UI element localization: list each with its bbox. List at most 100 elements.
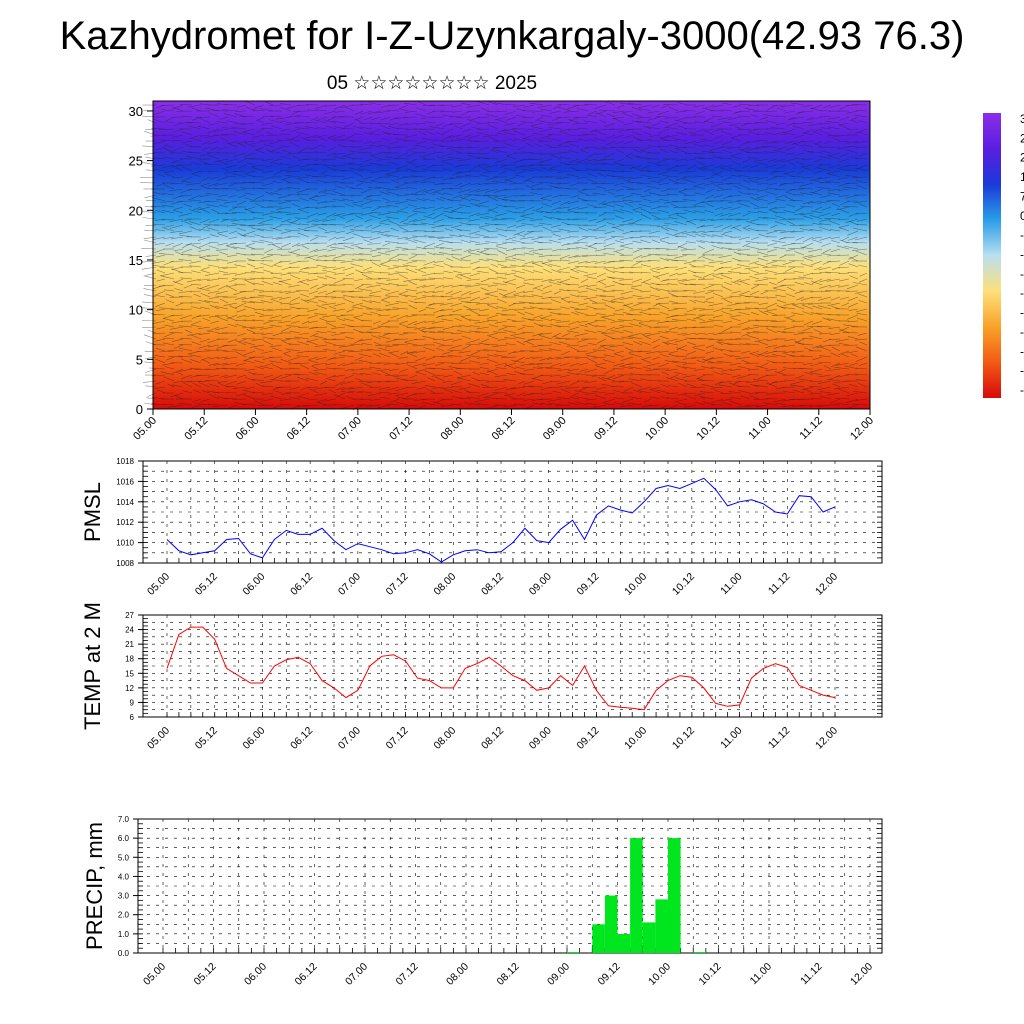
chart-subtitle: 05 ☆☆☆☆☆☆☆☆ 2025	[326, 73, 538, 94]
heatmap-x-tick-label: 10.12	[695, 415, 723, 443]
heatmap-x-tick-label: 09.12	[592, 415, 620, 443]
x-tick-label: 10.12	[697, 961, 724, 988]
y-tick-label: 3.0	[118, 892, 130, 901]
colorbar-label: 1	[1020, 170, 1024, 184]
x-tick-label: 09.00	[527, 725, 554, 752]
x-tick-label: 10.00	[646, 961, 673, 988]
panel-side-ticks	[143, 460, 882, 564]
heatmap-x-tick-label: 09.00	[541, 415, 569, 443]
x-tick-label: 06.12	[288, 571, 315, 598]
y-tick-label: 6.0	[118, 834, 130, 843]
x-tick-label: 06.12	[293, 961, 320, 988]
x-tick-label: 06.12	[288, 725, 315, 752]
heatmap-x-tick-label: 08.00	[438, 415, 466, 443]
panel-side-ticks	[138, 818, 882, 954]
y-tick-label: 1010	[116, 539, 134, 548]
x-tick-label: 11.00	[718, 571, 745, 598]
x-tick-label: 12.00	[813, 571, 840, 598]
colorbar-label: 2	[1020, 131, 1024, 145]
y-tick-label: 6	[130, 713, 135, 722]
heatmap-y-tick-label: 5	[136, 352, 143, 367]
heatmap-x-tick-label: 05.12	[182, 415, 210, 443]
y-tick-label: 1008	[116, 559, 134, 568]
precip-bar	[668, 838, 681, 953]
y-axis-label: PRECIP, mm	[82, 822, 107, 950]
heatmap-y-tick-label: 0	[136, 402, 143, 417]
x-tick-label: 08.00	[431, 725, 458, 752]
precip-bar	[642, 922, 656, 953]
x-tick-label: 09.12	[596, 961, 623, 988]
x-tick-label: 07.12	[384, 725, 411, 752]
colorbar-label: -	[1020, 325, 1024, 339]
y-tick-label: 5.0	[118, 853, 130, 862]
y-tick-label: 1018	[116, 457, 134, 466]
x-tick-label: 10.00	[622, 725, 649, 752]
y-tick-label: 1.0	[118, 930, 130, 939]
heatmap-x-tick-label: 07.00	[336, 415, 364, 443]
precip-bar	[567, 952, 580, 953]
x-tick-label: 05.00	[145, 571, 172, 598]
y-tick-label: 9	[130, 698, 135, 707]
x-tick-label: 10.00	[622, 571, 649, 598]
colorbar-label: 0	[1020, 209, 1024, 223]
y-tick-label: 12	[125, 684, 134, 693]
x-tick-label: 05.00	[141, 961, 168, 988]
x-tick-label: 11.00	[718, 725, 745, 752]
heatmap-x-tick-label: 07.12	[387, 415, 415, 443]
panel-grid	[138, 818, 882, 954]
x-tick-label: 06.00	[240, 571, 267, 598]
x-tick-label: 08.12	[495, 961, 522, 988]
x-tick-label: 06.00	[240, 725, 267, 752]
panel-side-ticks	[143, 614, 882, 718]
colorbar-label: -	[1020, 364, 1024, 378]
x-tick-label: 05.12	[192, 961, 219, 988]
heatmap-x-tick-label: 06.00	[234, 415, 262, 443]
colorbar-label: -	[1020, 228, 1024, 242]
heatmap-x-tick-label: 12.00	[848, 415, 876, 443]
colorbar-label: 2	[1020, 151, 1024, 165]
x-tick-label: 07.00	[336, 571, 363, 598]
y-tick-label: 0.0	[118, 949, 130, 958]
x-tick-label: 07.12	[394, 961, 421, 988]
x-tick-label: 06.00	[242, 961, 269, 988]
heatmap-x-tick-label: 06.12	[285, 415, 313, 443]
x-tick-label: 08.12	[479, 725, 506, 752]
x-tick-label: 05.00	[145, 725, 172, 752]
x-tick-label: 10.12	[670, 725, 697, 752]
x-tick-label: 09.12	[574, 571, 601, 598]
precip-bar	[604, 895, 618, 953]
heatmap-y-tick-label: 15	[129, 253, 143, 268]
y-tick-label: 4.0	[118, 872, 130, 881]
precip-bar	[630, 838, 643, 953]
heatmap-y-tick-label: 25	[129, 154, 143, 169]
heatmap-x-tick-label: 08.12	[490, 415, 518, 443]
x-tick-label: 07.00	[336, 725, 363, 752]
x-tick-label: 10.12	[670, 571, 697, 598]
colorbar-label: 3	[1020, 112, 1024, 126]
heatmap-x-tick-label: 11.00	[746, 415, 773, 442]
y-axis-label: PMSL	[80, 482, 105, 542]
y-tick-label: 21	[125, 640, 134, 649]
y-tick-label: 15	[125, 669, 134, 678]
colorbar-label: -	[1020, 306, 1024, 320]
colorbar-label: -	[1020, 383, 1024, 397]
chart-title: Kazhydromet for I-Z-Uzynkargaly-3000(42.…	[59, 14, 965, 58]
y-axis-label: TEMP at 2 M	[80, 602, 105, 730]
x-tick-label: 08.12	[479, 571, 506, 598]
y-tick-label: 1012	[116, 518, 134, 527]
x-tick-label: 11.00	[748, 961, 775, 988]
x-tick-label: 09.00	[545, 961, 572, 988]
colorbar-label: 7	[1020, 189, 1024, 203]
heatmap-y-tick-label: 10	[129, 303, 143, 318]
y-tick-label: 1014	[116, 498, 134, 507]
wind-barbs	[140, 100, 868, 410]
panel-grid	[143, 614, 882, 718]
x-tick-label: 12.00	[848, 961, 875, 988]
colorbar-label: -	[1020, 248, 1024, 262]
precip-bar	[655, 899, 668, 953]
y-tick-label: 27	[125, 611, 134, 620]
heatmap-y-tick-label: 20	[129, 203, 143, 218]
x-tick-label: 09.00	[527, 571, 554, 598]
heatmap-x-tick-label: 05.00	[131, 415, 159, 443]
